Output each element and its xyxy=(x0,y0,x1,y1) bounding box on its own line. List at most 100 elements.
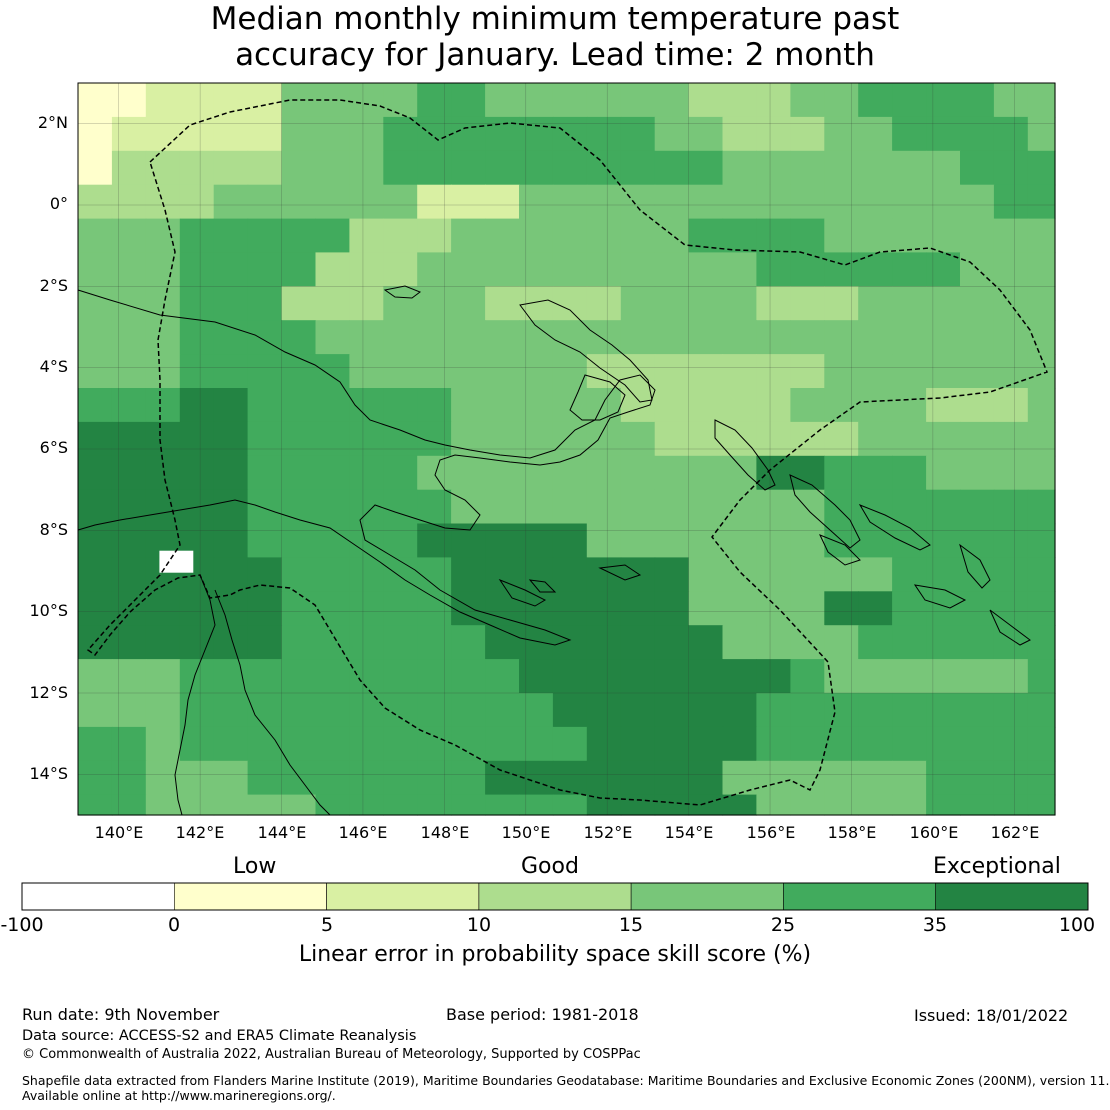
grid-cell xyxy=(892,150,927,186)
lon-label-146e: 146°E xyxy=(338,823,388,842)
grid-cell xyxy=(722,591,757,626)
colorbar-label: Linear error in probability space skill … xyxy=(298,942,812,967)
grid-cell xyxy=(756,286,791,321)
grid-cell xyxy=(451,218,486,254)
grid-cell xyxy=(247,523,283,558)
grid-cell xyxy=(993,523,1029,558)
grid-cell xyxy=(790,388,825,423)
grid-cell xyxy=(383,218,418,254)
grid-cell xyxy=(451,455,486,491)
grid-cell xyxy=(349,726,384,762)
grid-cell xyxy=(213,625,249,660)
grid-cell xyxy=(417,218,452,254)
grid-cell xyxy=(756,726,791,762)
grid-cell xyxy=(315,693,350,728)
grid-cell xyxy=(586,489,622,525)
grid-cell xyxy=(519,388,554,423)
grid-cell xyxy=(179,354,215,389)
grid-cell xyxy=(756,523,791,558)
grid-cell xyxy=(552,388,588,423)
grid-cell xyxy=(519,286,554,321)
grid-cell xyxy=(926,421,961,457)
grid-cell xyxy=(417,693,452,728)
grid-cell xyxy=(111,320,147,355)
colorbar-tick: 35 xyxy=(922,914,948,936)
grid-cell xyxy=(858,354,893,389)
grid-cell xyxy=(281,489,316,525)
grid-cell xyxy=(247,659,283,694)
grid-cell xyxy=(179,455,215,491)
colorbar-frame xyxy=(21,882,1089,911)
grid-cell xyxy=(145,116,181,152)
grid-cell xyxy=(552,286,588,321)
grid-cell xyxy=(281,625,316,660)
grid-cell xyxy=(519,591,554,626)
grid-cell xyxy=(78,421,113,457)
grid-cell xyxy=(111,218,147,254)
grid-cell xyxy=(620,116,656,152)
grid-cell xyxy=(383,794,418,816)
grid-cell xyxy=(519,354,554,389)
grid-cell xyxy=(1027,388,1056,423)
grid-cell xyxy=(247,421,283,457)
grid-cell xyxy=(688,388,724,423)
grid-cell xyxy=(485,286,520,321)
grid-cell xyxy=(824,794,859,816)
grid-cell xyxy=(1027,591,1056,626)
grid-cell xyxy=(315,320,350,355)
grid-cell xyxy=(485,83,520,118)
grid-cell xyxy=(756,489,791,525)
grid-cell xyxy=(654,252,690,287)
grid-cell xyxy=(281,794,316,816)
grid-cell xyxy=(451,693,486,728)
grid-cell xyxy=(145,591,181,626)
grid-cell xyxy=(620,693,656,728)
lat-label-4s: 4°S xyxy=(39,357,68,376)
grid-cell xyxy=(688,557,724,592)
coastline-cape-york xyxy=(174,574,216,816)
grid-cell xyxy=(247,218,283,254)
grid-cell xyxy=(654,591,690,626)
grid-cell xyxy=(485,659,520,694)
grid-cell xyxy=(485,320,520,355)
grid-cell xyxy=(586,794,622,816)
grid-cell xyxy=(519,455,554,491)
grid-cell xyxy=(78,794,113,816)
lon-label-142e: 142°E xyxy=(175,823,225,842)
colorbar-segment xyxy=(326,882,480,911)
colorbar-tick: 15 xyxy=(618,914,644,936)
grid-cell xyxy=(451,489,486,525)
grid-cell xyxy=(688,286,724,321)
grid-cell xyxy=(654,760,690,796)
grid-cell xyxy=(417,184,452,220)
grid-cell xyxy=(485,760,520,796)
shapefile-credit-1: Shapefile data extracted from Flanders M… xyxy=(22,1073,1110,1088)
grid-cell xyxy=(247,455,283,491)
grid-cell xyxy=(824,760,859,796)
grid-cell xyxy=(383,184,418,220)
grid-cell xyxy=(756,184,791,220)
grid-cell xyxy=(790,726,825,762)
grid-cell xyxy=(417,659,452,694)
grid-cell xyxy=(213,320,249,355)
grid-cell xyxy=(654,354,690,389)
grid-cell xyxy=(383,286,418,321)
grid-cell xyxy=(960,760,995,796)
grid-cell xyxy=(552,693,588,728)
grid-cell xyxy=(824,286,859,321)
grid-cell xyxy=(892,489,927,525)
grid-cell xyxy=(993,354,1029,389)
grid-cell xyxy=(145,218,181,254)
grid-cell xyxy=(552,794,588,816)
grid-cell xyxy=(111,591,147,626)
grid-cell xyxy=(586,116,622,152)
lat-label-2n: 2°N xyxy=(37,113,68,132)
grid-cell xyxy=(485,252,520,287)
grid-cell xyxy=(1027,320,1056,355)
grid-cell xyxy=(824,693,859,728)
grid-cell xyxy=(519,184,554,220)
grid-cell xyxy=(451,286,486,321)
grid-cell xyxy=(1027,625,1056,660)
grid-cell xyxy=(993,320,1029,355)
colorbar-tick: 10 xyxy=(466,914,492,936)
